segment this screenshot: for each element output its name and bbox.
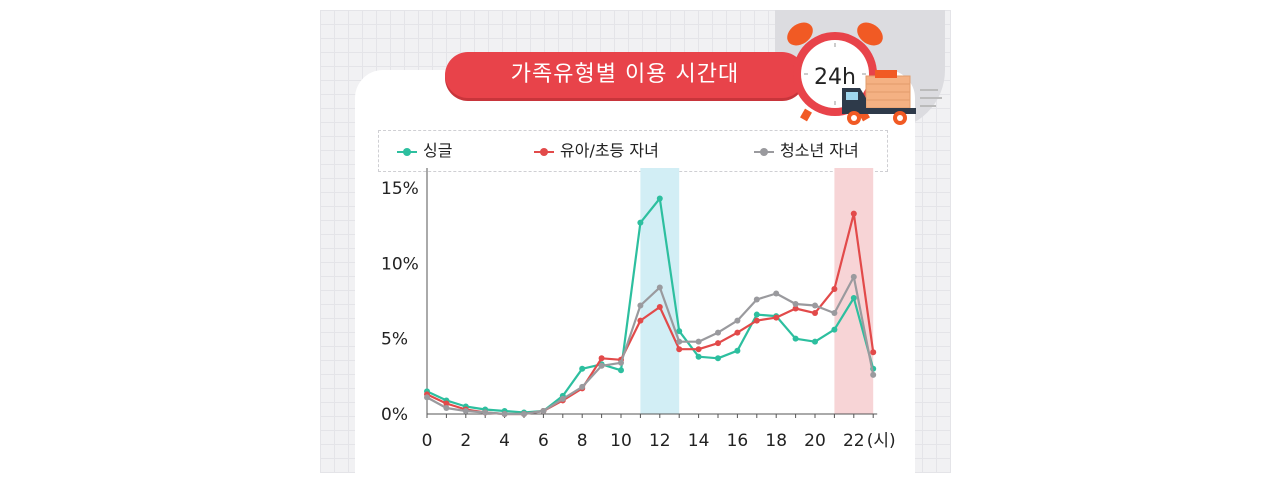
x-tick-label: 20 [804,431,826,451]
x-tick-label: 4 [499,431,510,451]
series-2-point [715,329,721,336]
legend-item-young-children: 유아/초등 자녀 [534,131,659,171]
x-tick-label: 2 [460,431,471,451]
series-0-point [637,219,644,226]
series-1-point [753,317,760,324]
series-2-point [501,411,508,417]
series-line-2 [426,275,875,416]
x-tick-label: 12 [649,431,671,451]
x-tick-label: 14 [688,431,710,451]
series-2-point [559,395,566,402]
x-tick-label: 6 [538,431,549,451]
series-2-point [870,371,877,378]
legend-label-young-children: 유아/초등 자녀 [560,141,659,160]
legend-item-teen-children: 청소년 자녀 [754,131,859,171]
legend-label-single: 싱글 [423,141,453,160]
series-1-point [695,346,702,353]
y-tick-label: 0% [381,405,408,425]
legend-marker-young-children [534,147,554,156]
series-2-point [812,302,818,309]
series-2-point [462,407,469,414]
highlight-band-1 [834,168,874,414]
series-0-point [579,365,586,372]
series-1-point [637,317,644,324]
series-1-point [443,400,450,407]
series-2-point [773,290,780,297]
series-2-point [676,338,683,345]
series-0-point [850,294,857,301]
series-1-point [598,355,605,362]
series-0-point [753,311,760,318]
series-2-point [521,411,527,417]
series-0-point [715,355,721,362]
x-tick-label: 10 [610,431,632,451]
series-0-point [695,353,702,360]
series-2-point [424,394,430,401]
series-2-point [695,338,702,345]
legend-marker-single [397,147,417,156]
series-1-point [773,314,780,321]
series-0-point [792,335,799,342]
legend-label-teen-children: 청소년 자녀 [780,141,859,160]
series-0-point [676,328,683,335]
alarm-clock-truck-icon: 24h [780,12,950,132]
x-tick-label: 18 [765,431,787,451]
legend-item-single: 싱글 [397,131,452,171]
series-1-point [676,346,683,353]
series-2-point [850,273,857,280]
chart-title: 가족유형별 이용 시간대 [445,52,805,98]
infographic-canvas: 가족유형별 이용 시간대 24h [320,10,951,473]
series-line-0 [426,197,875,414]
series-2-point [482,409,489,416]
x-tick-label: 8 [577,431,588,451]
series-1-point [850,210,857,217]
series-0-point [734,347,741,354]
series-2-point [753,296,760,303]
series-1-point [831,285,838,292]
series-2-point [734,317,741,324]
y-tick-label: 15% [381,179,419,199]
x-tick-label: 22 [843,431,865,451]
series-2-point [579,383,586,390]
series-2-point [598,362,605,369]
series-2-point [637,302,644,309]
series-0-point [618,367,624,374]
series-1-point [656,304,663,311]
series-1-point [870,349,877,356]
series-2-point [443,404,450,411]
x-tick-label: 16 [727,431,749,451]
series-2-point [618,359,624,366]
x-tick-label: 0 [422,431,433,451]
series-2-point [831,310,838,317]
line-chart: 0% 5% 10% 15% 0 2 4 6 8 10 12 14 16 18 20 22 (시) [381,168,896,451]
series-2-point [656,284,663,291]
series-0-point [812,338,818,345]
series-1-point [792,305,799,312]
y-tick-label: 5% [381,330,408,350]
x-axis-unit: (시) [867,431,896,451]
badge-text: 24h [814,65,856,90]
series-2-point [540,407,547,414]
series-1-point [734,329,741,336]
series-1-point [715,340,721,347]
y-tick-label: 10% [381,254,419,274]
series-0-point [656,195,663,202]
series-0-point [831,326,838,333]
series-1-point [812,310,818,317]
legend-marker-teen-children [754,147,774,156]
series-2-point [792,301,799,308]
chart-legend: 싱글 유아/초등 자녀 청소년 자녀 [378,130,888,172]
